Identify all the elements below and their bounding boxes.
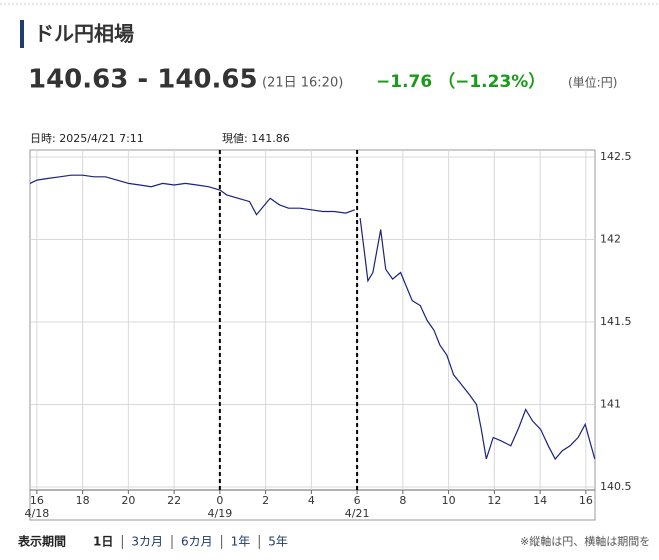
y-tick-label: 141 [600, 398, 621, 411]
x-tick-label: 18 [76, 494, 90, 507]
period-tabs: 1日 3カ月 6カ月 1年 5年 [93, 535, 288, 549]
annotation-value: 現値: 141.86 [222, 132, 290, 145]
x-tick-label: 16 [579, 494, 593, 507]
period-tab[interactable]: 3カ月 [131, 535, 163, 549]
x-tick-label: 20 [121, 494, 135, 507]
y-tick-label: 140.5 [600, 480, 632, 493]
x-tick-label: 10 [442, 494, 456, 507]
x-tick-label: 0 [216, 494, 223, 507]
footer-label: 表示期間 [17, 534, 66, 549]
page-title: ドル円相場 [34, 22, 134, 46]
annotation-time: 日時: 2025/4/21 7:11 [30, 132, 144, 145]
x-tick-label: 2 [262, 494, 269, 507]
x-tick-label: 4 [308, 494, 315, 507]
period-tab[interactable]: 1年 [231, 535, 251, 549]
plot-frame [29, 149, 596, 521]
x-tick-label: 22 [167, 494, 181, 507]
x-tick-label: 8 [399, 494, 406, 507]
x-date-label: 4/19 [208, 507, 233, 520]
period-tab[interactable]: 6カ月 [181, 535, 213, 549]
price-change: −1.76 （−1.23%） [376, 71, 545, 92]
x-tick-label: 6 [354, 494, 361, 507]
x-tick-label: 14 [533, 494, 547, 507]
y-tick-label: 142 [600, 233, 621, 246]
x-date-label: 4/18 [25, 507, 50, 520]
y-tick-label: 141.5 [600, 315, 632, 328]
unit: (単位:円) [568, 75, 617, 90]
price-line [29, 174, 596, 461]
period-tab[interactable]: 1日 [93, 535, 113, 549]
price: 140.63 - 140.65 [28, 65, 258, 95]
x-tick-label: 12 [487, 494, 501, 507]
period-tab[interactable]: 5年 [268, 535, 288, 549]
footer-note: ※縦軸は円、横軸は期間を [520, 534, 650, 548]
y-tick-label: 142.5 [600, 150, 632, 163]
x-date-label: 4/21 [345, 507, 370, 520]
title-bar [20, 20, 24, 48]
price-time: (21日 16:20) [262, 76, 343, 91]
x-tick-label: 16 [30, 494, 44, 507]
